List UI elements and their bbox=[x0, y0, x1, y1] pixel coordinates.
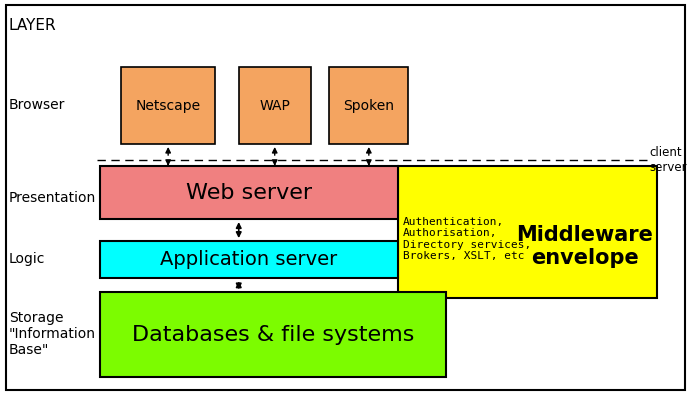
Bar bbox=[100, 166, 398, 219]
Text: LAYER: LAYER bbox=[9, 18, 57, 33]
Text: Logic: Logic bbox=[9, 252, 46, 266]
Bar bbox=[100, 241, 398, 278]
Text: Browser: Browser bbox=[9, 98, 65, 112]
Bar bbox=[239, 67, 311, 144]
Bar bbox=[398, 166, 657, 298]
Text: Middleware
envelope: Middleware envelope bbox=[516, 225, 653, 269]
Text: Presentation: Presentation bbox=[9, 190, 96, 205]
Text: Databases & file systems: Databases & file systems bbox=[132, 325, 415, 345]
Text: client
server: client server bbox=[649, 146, 686, 174]
Text: Application server: Application server bbox=[161, 250, 338, 269]
Bar bbox=[329, 67, 408, 144]
Text: Web server: Web server bbox=[186, 182, 312, 203]
Text: WAP: WAP bbox=[260, 99, 291, 113]
Text: Netscape: Netscape bbox=[135, 99, 201, 113]
Text: Authentication,
Authorisation,
Directory services,
Brokers, XSLT, etc: Authentication, Authorisation, Directory… bbox=[403, 216, 531, 261]
Text: Storage
"Information
Base": Storage "Information Base" bbox=[9, 310, 96, 357]
Bar bbox=[121, 67, 215, 144]
Bar bbox=[100, 292, 446, 377]
Text: Spoken: Spoken bbox=[343, 99, 394, 113]
